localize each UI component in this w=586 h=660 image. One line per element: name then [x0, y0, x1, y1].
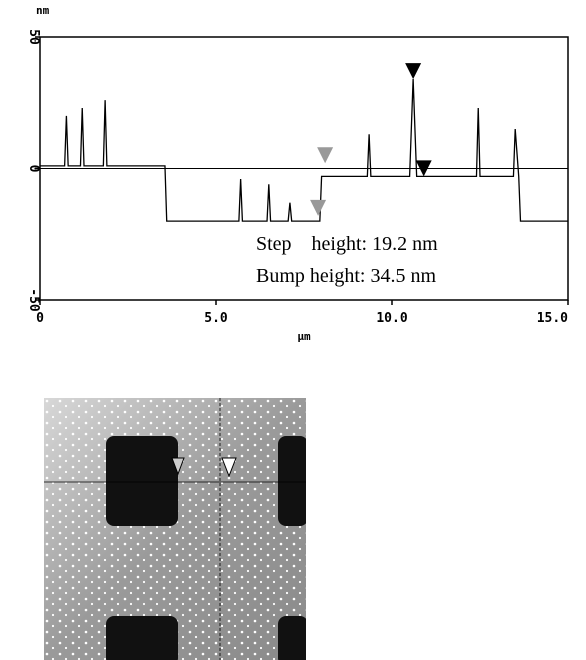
x-tick-label: 5.0	[204, 311, 228, 326]
cursor-marker	[405, 63, 422, 80]
annotation: Bump height: 34.5 nm	[256, 265, 436, 287]
y-tick-label: -50	[26, 288, 41, 312]
cursor-marker	[310, 199, 327, 216]
cursor-marker	[415, 160, 432, 177]
y-tick-label: 50	[26, 29, 41, 45]
profile-line	[40, 79, 568, 222]
y-tick-label: 0	[26, 165, 41, 173]
x-tick-label: 0	[36, 311, 44, 326]
y-axis-label: nm	[36, 4, 50, 17]
cursor-marker	[317, 147, 334, 164]
x-axis-label: µm	[297, 330, 311, 343]
annotation: Step height: 19.2 nm	[256, 233, 438, 255]
x-tick-label: 10.0	[376, 311, 407, 326]
afm-image	[44, 398, 306, 660]
profile-chart: nm µm Step height: 19.2 nm Bump height: …	[26, 4, 569, 343]
x-tick-label: 15.0	[537, 311, 568, 326]
